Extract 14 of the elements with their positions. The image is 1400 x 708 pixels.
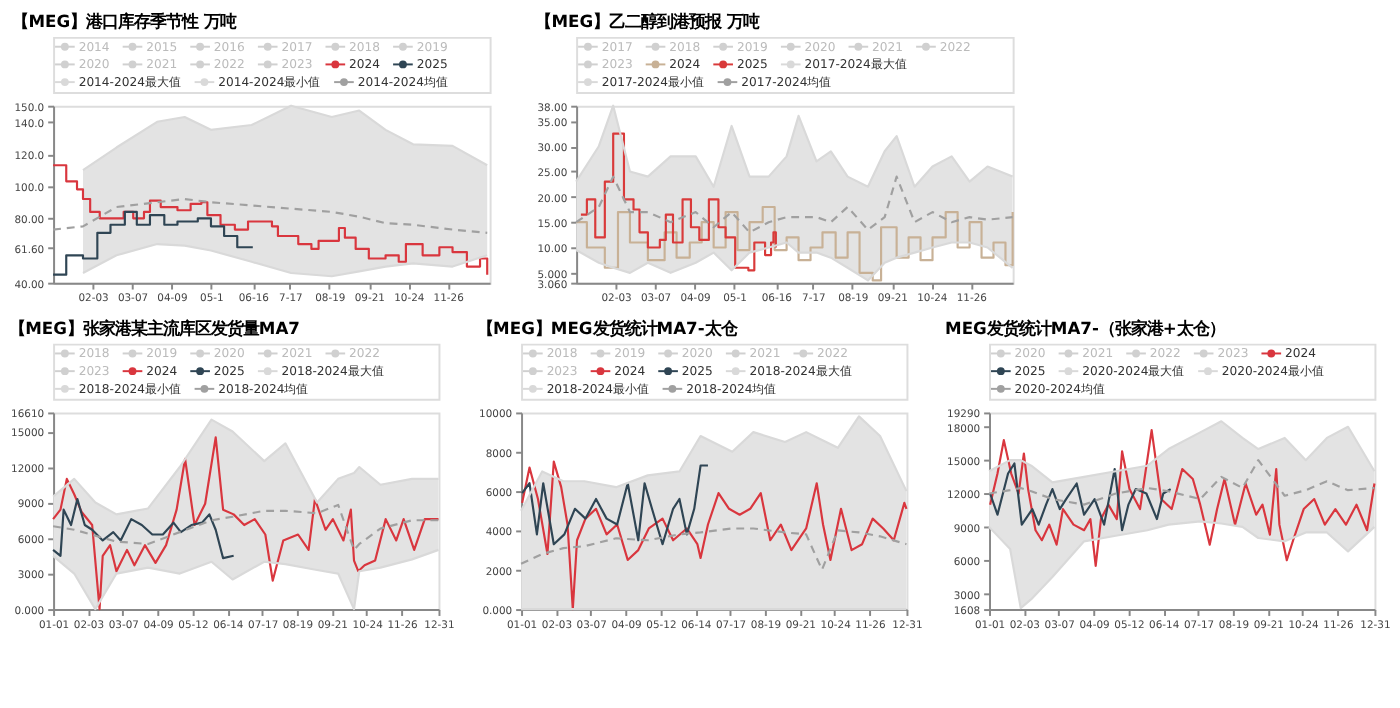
line-series: [575, 175, 1014, 234]
chart-title: MEG发货统计MA7-（张家港+太仓）: [945, 317, 1225, 338]
chart-title: 【MEG】张家港某主流库区发货量MA7: [9, 317, 301, 338]
line-series: [989, 429, 1376, 567]
line-series: [52, 197, 489, 234]
line-series: [52, 503, 440, 551]
chart-title: 【MEG】MEG发货统计MA7-太仓: [477, 317, 739, 338]
chart-title: 【MEG】港口库存季节性 万吨: [12, 11, 236, 32]
chart-title: 【MEG】乙二醇到港预报 万吨: [535, 11, 760, 32]
line-series: [989, 462, 1172, 532]
line-series: [521, 464, 710, 546]
line-series: [52, 497, 235, 560]
line-series: [987, 459, 1376, 506]
line-series: [519, 527, 908, 571]
